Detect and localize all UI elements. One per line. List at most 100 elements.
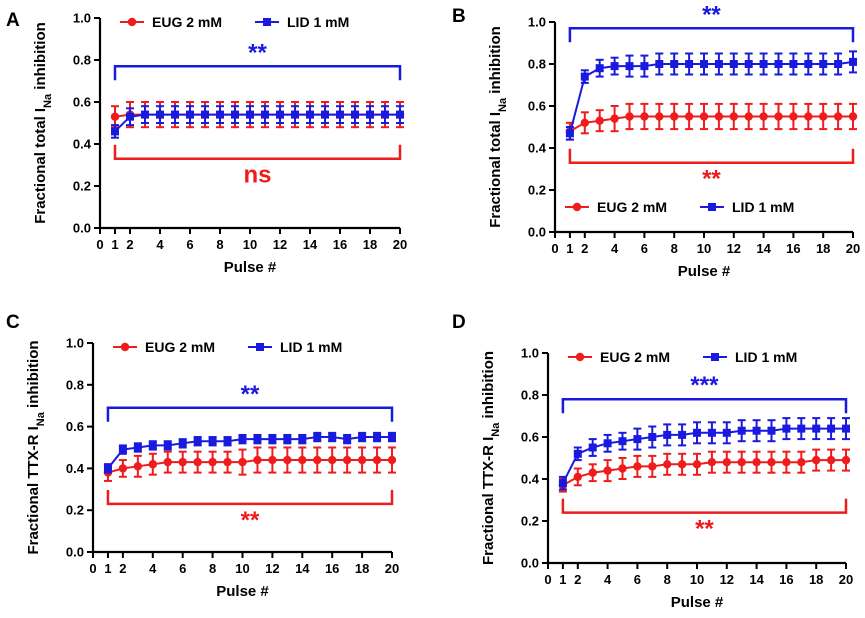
data-point [223, 437, 232, 446]
data-point [819, 112, 828, 121]
series-lid [558, 417, 850, 491]
panel-letter: B [452, 6, 466, 27]
data-point [655, 60, 664, 68]
significance-bracket [106, 489, 394, 506]
y-tick-label: 0.4 [521, 472, 540, 487]
data-point [223, 457, 232, 467]
x-tick-label: 4 [156, 237, 164, 252]
x-tick-label: 2 [574, 572, 581, 587]
data-point [580, 118, 589, 128]
data-point [848, 112, 858, 121]
y-tick-label: 0.0 [66, 545, 84, 560]
legend-marker [256, 343, 264, 351]
x-tick-label: 6 [634, 572, 641, 587]
data-point [699, 112, 709, 121]
significance-label: ** [248, 39, 267, 66]
x-tick-label: 2 [581, 241, 588, 256]
y-tick-label: 0.0 [73, 221, 91, 236]
significance-label: ** [241, 507, 260, 534]
data-point [603, 439, 612, 448]
data-point [283, 435, 292, 444]
x-tick-label: 1 [566, 241, 573, 256]
data-point [357, 455, 367, 465]
y-tick-label: 0.6 [73, 95, 91, 110]
data-point [767, 458, 776, 467]
data-point [677, 460, 687, 469]
x-tick-label: 20 [385, 561, 399, 576]
data-point [193, 457, 202, 467]
data-point [648, 433, 657, 441]
data-point [700, 60, 708, 68]
x-tick-label: 14 [303, 237, 318, 252]
data-point [640, 62, 649, 71]
data-point [163, 457, 172, 467]
series-line [562, 427, 846, 484]
data-point [595, 116, 604, 125]
data-point [366, 110, 374, 119]
x-tick-label: 16 [779, 572, 793, 587]
panel-letter: C [6, 312, 20, 333]
data-point [133, 443, 142, 452]
legend-marker [711, 353, 719, 361]
panel-d: D0.00.20.40.60.81.00 1 2 4 6 8 10 12 14 16 18 20Pul… [452, 312, 853, 611]
data-point [827, 424, 836, 433]
y-tick-label: 0.2 [521, 514, 539, 529]
data-point [744, 112, 753, 121]
data-point [685, 60, 694, 68]
y-axis-label: Fractional total INa inhibition [32, 22, 54, 224]
x-tick-label: 12 [727, 241, 741, 256]
data-point [253, 455, 262, 465]
significance-label: ns [243, 162, 271, 189]
data-point [291, 110, 299, 119]
data-point [163, 441, 172, 450]
y-axis-label-tail: inhibition [25, 340, 42, 412]
data-point [774, 112, 783, 121]
y-tick-label: 0.4 [73, 137, 92, 152]
x-axis-label: Pulse # [224, 259, 277, 276]
data-point [842, 424, 850, 433]
x-tick-label: 18 [809, 572, 823, 587]
y-tick-label: 0.0 [528, 225, 546, 240]
data-point [588, 443, 597, 452]
data-point [141, 110, 149, 119]
legend-marker [575, 352, 585, 362]
data-point [118, 445, 127, 454]
data-point [110, 112, 120, 121]
panel-a: A0.00.20.40.60.81.00 1 2 4 6 8 10 12 14 16 18 20Pul… [6, 10, 407, 276]
panel-letter: A [6, 10, 20, 31]
y-tick-label: 0.6 [521, 430, 539, 445]
x-tick-label: 8 [671, 241, 678, 256]
data-point [328, 455, 337, 465]
legend-item: EUG 2 mM [565, 199, 667, 215]
y-tick-label: 0.0 [521, 556, 539, 571]
data-point [588, 468, 597, 477]
data-point [812, 455, 821, 465]
data-point [663, 460, 672, 469]
data-point [729, 112, 738, 121]
legend-label: LID 1 mM [735, 349, 797, 365]
data-point [633, 435, 642, 444]
data-point [670, 112, 679, 121]
data-point [692, 460, 702, 469]
data-point [833, 112, 843, 121]
data-point [178, 457, 187, 467]
data-point [722, 428, 731, 437]
x-tick-label: 6 [179, 561, 186, 576]
data-point [797, 424, 806, 433]
data-point [789, 60, 798, 68]
data-point [618, 437, 627, 446]
data-point [797, 458, 806, 467]
y-tick-label: 0.8 [66, 377, 84, 392]
data-point [774, 60, 783, 68]
x-tick-label: 12 [720, 572, 734, 587]
x-tick-label: 8 [216, 237, 223, 252]
significance-bracket [106, 406, 394, 422]
x-tick-label: 6 [186, 237, 193, 252]
x-tick-label: 18 [816, 241, 830, 256]
data-point [306, 110, 314, 119]
y-tick-label: 0.2 [528, 183, 546, 198]
data-point [633, 462, 642, 471]
legend-label: EUG 2 mM [145, 339, 215, 355]
y-tick-label: 0.2 [66, 503, 84, 518]
x-tick-label: 2 [119, 561, 126, 576]
